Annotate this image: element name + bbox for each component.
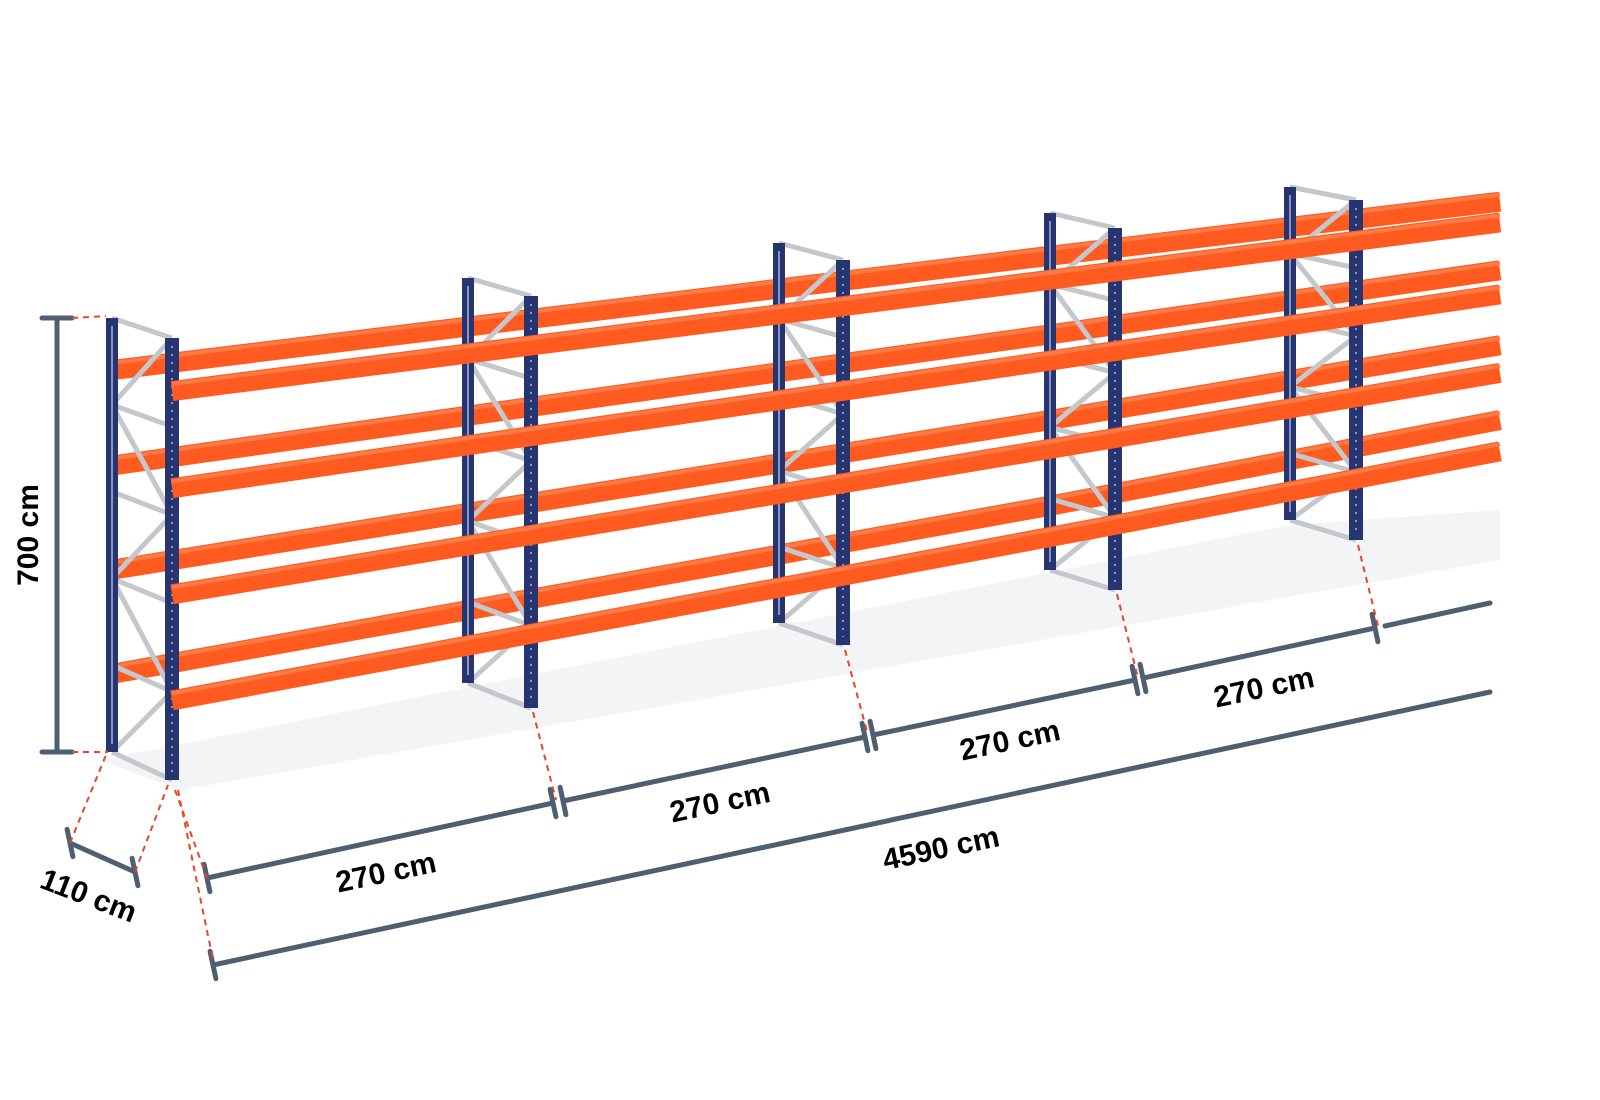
leader-line: [134, 784, 169, 873]
frame-horizontal-brace: [110, 662, 174, 694]
total-cap: [207, 948, 219, 982]
frame-diagonal-brace: [110, 513, 174, 581]
frame-diagonal-brace: [110, 689, 174, 754]
frame-horizontal-brace: [778, 240, 844, 263]
frame-diagonal-brace: [1048, 370, 1117, 430]
leader-line: [844, 649, 869, 736]
frame-horizontal-brace: [467, 599, 532, 628]
bay-4-label: 270 cm: [1211, 661, 1317, 714]
bay-cap: [547, 786, 559, 820]
frame-diagonal-brace: [110, 336, 174, 407]
bay-dimension-line: [870, 677, 1138, 738]
bay-cap: [1137, 661, 1149, 695]
floor-shadow: [100, 510, 1500, 790]
bay-cap: [867, 718, 879, 752]
frame-horizontal-brace: [110, 749, 174, 783]
depth-label: 110 cm: [36, 863, 141, 930]
leader-line: [177, 789, 214, 961]
upright-holes: [778, 251, 780, 615]
back-beam: [110, 335, 1502, 580]
leader-line: [69, 754, 107, 844]
frame-horizontal-brace: [111, 315, 173, 341]
frame-horizontal-brace: [1289, 184, 1357, 203]
beam-highlight: [111, 192, 1501, 366]
beam-highlight: [111, 261, 1501, 461]
bay-dimension-line: [1140, 625, 1378, 681]
bay-dimension-continuation: [1382, 600, 1493, 629]
frame-horizontal-brace: [111, 576, 173, 606]
frame-horizontal-brace: [778, 544, 844, 571]
total-dimension-line: [210, 689, 1493, 968]
frame-horizontal-brace: [467, 275, 532, 299]
height-label: 700 cm: [12, 484, 45, 586]
upright-holes: [1289, 195, 1291, 512]
upright-holes: [467, 286, 469, 675]
frame-horizontal-brace: [111, 489, 173, 518]
depth-dimension-line: [67, 840, 138, 875]
front-upright: [1108, 228, 1122, 590]
frame-horizontal-brace: [1049, 567, 1116, 593]
upright-holes: [111, 326, 113, 744]
bay-1-label: 270 cm: [333, 846, 439, 899]
front-upright: [165, 338, 179, 780]
fade-overlay: [1380, 150, 1520, 650]
upright-holes: [1049, 221, 1051, 562]
frame-diagonal-brace: [109, 403, 175, 516]
frame-diagonal-brace: [777, 412, 845, 473]
frame-horizontal-brace: [1289, 517, 1357, 543]
leader-line: [1357, 544, 1379, 627]
leader-line: [532, 711, 557, 801]
frame-horizontal-brace: [778, 620, 844, 648]
frame-horizontal-brace: [467, 680, 532, 711]
total-length-label: 4590 cm: [880, 820, 1003, 877]
frame-horizontal-brace: [467, 356, 532, 381]
bay-cap: [1129, 663, 1141, 697]
beam-highlight: [111, 336, 1501, 565]
frame-horizontal-brace: [111, 402, 173, 429]
bay-cap: [557, 784, 569, 818]
bay-3-label: 270 cm: [957, 714, 1063, 767]
frame-diagonal-brace: [109, 577, 175, 693]
floor-shadow: [100, 510, 1500, 790]
beam-highlight: [111, 411, 1501, 669]
racking: [106, 184, 1502, 783]
front-upright: [524, 296, 538, 708]
frame-horizontal-brace: [1289, 450, 1357, 475]
leader-line: [71, 315, 107, 319]
bay-2-label: 270 cm: [667, 776, 773, 829]
leader-line: [1116, 593, 1139, 679]
bay-cap: [1369, 611, 1381, 645]
bay-cap: [859, 720, 871, 754]
bay-dimension-line: [204, 800, 556, 881]
frame-horizontal-brace: [1049, 496, 1116, 520]
back-beam: [110, 410, 1502, 684]
dimension-lines: [39, 315, 1493, 982]
frame-diagonal-brace: [466, 458, 533, 523]
frame-horizontal-brace: [1049, 210, 1116, 231]
bay-dimension-line: [560, 734, 868, 804]
frame-diagonal-brace: [1288, 334, 1358, 389]
